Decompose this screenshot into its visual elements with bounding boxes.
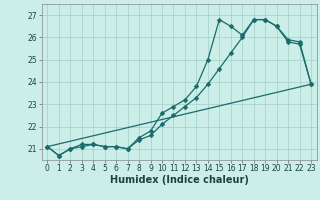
X-axis label: Humidex (Indice chaleur): Humidex (Indice chaleur) — [110, 175, 249, 185]
